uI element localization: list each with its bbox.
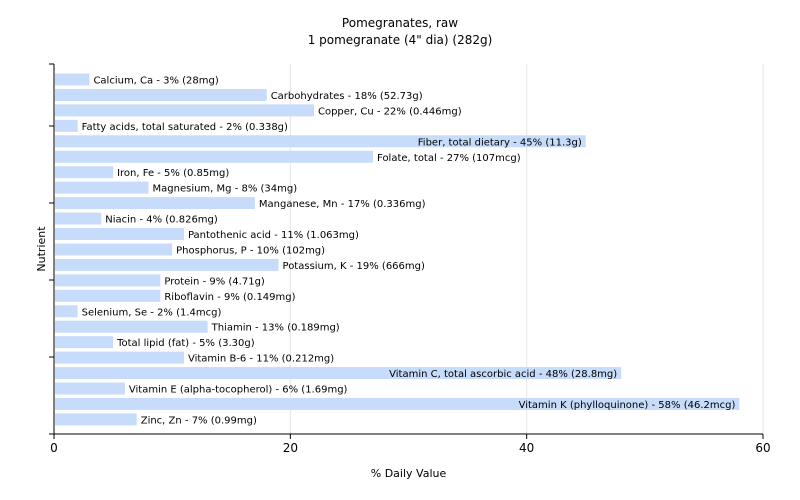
bar — [55, 228, 184, 240]
data-label: Total lipid (fat) - 5% (3.30g) — [116, 338, 255, 349]
chart-title: Pomegranates, raw — [341, 16, 459, 30]
x-axis-title: % Daily Value — [371, 467, 447, 480]
data-label: Calcium, Ca - 3% (28mg) — [93, 76, 218, 87]
x-tick-label: 20 — [283, 441, 298, 455]
bar — [55, 413, 137, 426]
data-label: Vitamin K (phylloquinone) - 58% (46.2mcg… — [519, 400, 736, 411]
data-label: Fatty acids, total saturated - 2% (0.338… — [82, 122, 288, 133]
data-label: Fiber, total dietary - 45% (11.3g) — [418, 137, 582, 148]
bar — [55, 119, 78, 132]
data-label: Vitamin C, total ascorbic acid - 48% (28… — [389, 369, 617, 380]
data-label: Magnesium, Mg - 8% (34mg) — [153, 184, 298, 195]
bar — [55, 351, 184, 364]
bar — [55, 104, 314, 117]
bar — [55, 243, 173, 256]
bar — [55, 88, 267, 101]
data-label: Thiamin - 13% (0.189mg) — [211, 323, 340, 334]
data-label: Manganese, Mn - 17% (0.336mg) — [259, 199, 426, 210]
bar — [55, 289, 161, 302]
bar — [55, 135, 586, 148]
bar — [55, 382, 125, 395]
bar — [55, 73, 90, 86]
data-label: Selenium, Se - 2% (1.4mcg) — [82, 307, 222, 318]
x-tick-label: 0 — [50, 441, 58, 455]
bar — [55, 320, 208, 333]
chart-subtitle: 1 pomegranate (4" dia) (282g) — [307, 33, 493, 47]
bar — [55, 258, 279, 271]
data-label: Niacin - 4% (0.826mg) — [105, 215, 218, 226]
data-label: Zinc, Zn - 7% (0.99mg) — [141, 415, 257, 426]
bar — [55, 397, 740, 410]
x-tick-label: 60 — [755, 441, 770, 455]
data-label: Copper, Cu - 22% (0.446mg) — [318, 106, 462, 117]
bar — [55, 336, 114, 349]
x-tick-label: 40 — [519, 441, 534, 455]
bar — [55, 181, 149, 194]
data-label: Vitamin E (alpha-tocopherol) - 6% (1.69m… — [129, 385, 348, 396]
bar — [55, 150, 374, 163]
bar — [55, 274, 161, 287]
y-axis-title: Nutrient — [35, 226, 48, 272]
data-label: Iron, Fe - 5% (0.85mg) — [117, 168, 229, 179]
data-label: Carbohydrates - 18% (52.73g) — [271, 91, 423, 102]
bar — [55, 166, 114, 179]
data-label: Riboflavin - 9% (0.149mg) — [164, 292, 295, 303]
bar — [55, 197, 255, 210]
data-label: Folate, total - 27% (107mcg) — [377, 153, 521, 164]
data-label: Pantothenic acid - 11% (1.063mg) — [188, 230, 359, 241]
data-label: Protein - 9% (4.71g) — [164, 276, 265, 287]
bar — [55, 212, 102, 225]
bar — [55, 367, 622, 380]
data-label: Potassium, K - 19% (666mg) — [283, 261, 425, 272]
data-label: Vitamin B-6 - 11% (0.212mg) — [188, 354, 334, 365]
bar — [55, 305, 78, 318]
data-label: Phosphorus, P - 10% (102mg) — [176, 245, 325, 256]
